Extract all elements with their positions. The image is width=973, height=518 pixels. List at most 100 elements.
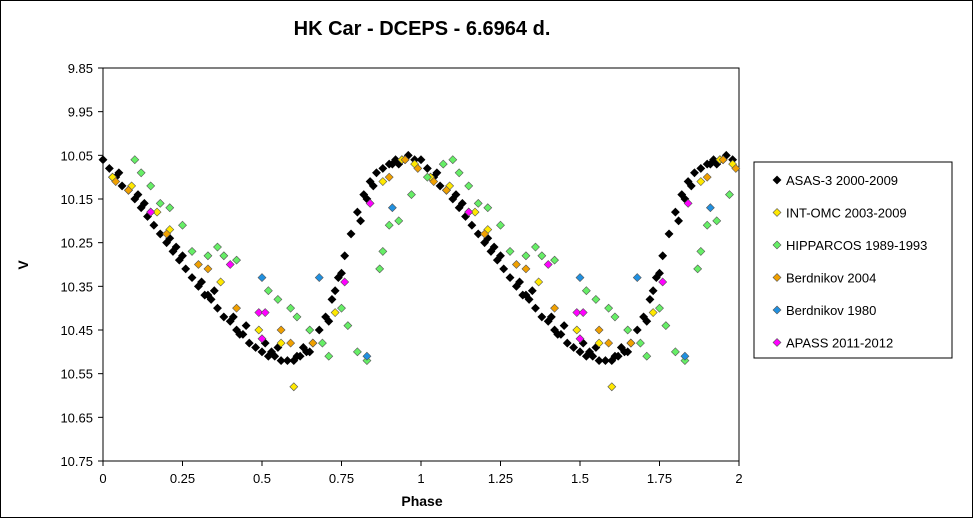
data-point-series-5 [683,198,693,208]
data-point-series-0 [149,220,159,230]
data-point-series-2 [454,168,464,178]
data-point-series-3 [162,229,172,239]
data-point-series-2 [187,246,197,256]
data-point-series-4 [680,351,690,361]
data-point-series-0 [642,316,652,326]
data-point-series-0 [251,343,261,352]
data-point-series-2 [623,325,633,335]
legend-label: APASS 2011-2012 [786,336,893,351]
data-point-series-3 [276,325,286,335]
data-point-series-2 [661,321,671,331]
y-axis-title: V [15,260,31,270]
data-point-series-3 [604,338,614,348]
data-point-series-0 [416,155,426,165]
data-point-series-0 [562,338,572,348]
data-point-series-5 [543,260,553,269]
data-point-series-1 [152,207,162,217]
data-point-series-2 [531,242,540,252]
y-tick-label: 10.15 [60,192,93,207]
x-tick-label: 1.25 [488,471,513,486]
data-point-series-3 [400,155,410,165]
data-point-series-2 [305,325,315,335]
legend-marker [772,273,782,282]
data-point-series-0 [213,303,222,313]
data-point-series-0 [531,303,540,313]
data-point-series-0 [435,181,445,191]
data-point-series-2 [292,312,302,322]
data-point-series-2 [155,198,165,208]
data-point-series-2 [146,181,156,191]
data-point-series-1 [330,308,340,317]
data-point-series-5 [254,308,264,317]
data-point-series-5 [575,334,585,344]
data-point-series-2 [378,246,388,256]
data-point-series-0 [527,286,537,296]
x-tick-label: 1.5 [571,471,589,486]
data-point-series-1 [572,325,582,335]
data-point-series-0 [515,277,525,287]
data-point-series-0 [645,295,655,304]
data-point-series-4 [362,351,372,361]
data-point-series-3 [442,185,451,195]
data-point-series-2 [655,303,664,313]
data-point-series-3 [203,264,213,274]
data-point-series-0 [155,229,165,239]
data-point-series-0 [655,268,664,278]
data-point-series-0 [139,198,149,208]
data-point-series-2 [343,321,353,331]
data-point-series-2 [483,203,493,213]
data-point-series-0 [505,273,515,283]
data-point-series-0 [467,220,477,230]
data-point-series-0 [305,347,315,357]
data-point-series-3 [702,172,712,182]
data-point-series-0 [489,242,499,252]
data-point-series-0 [499,264,509,274]
x-tick-label: 2 [735,471,742,486]
data-point-series-2 [550,255,559,265]
legend: ASAS-3 2000-2009 INT-OMC 2003-2009 HIPPARC… [753,161,953,359]
data-point-series-4 [705,203,715,213]
data-point-series-2 [422,172,432,182]
legend-label: Berdnikov 1980 [786,303,876,318]
data-point-series-0 [104,164,114,173]
data-point-series-0 [594,356,604,365]
data-point-series-0 [171,242,181,252]
data-point-series-2 [213,242,222,252]
data-point-series-0 [276,356,286,365]
data-point-series-3 [521,264,531,274]
data-point-series-2 [604,303,614,313]
data-point-series-5 [464,207,474,217]
legend-marker [772,338,782,347]
data-point-series-0 [451,190,461,200]
data-point-series-0 [241,321,251,331]
data-point-series-0 [298,343,308,352]
data-point-series-0 [267,347,276,357]
data-point-series-2 [635,338,645,348]
data-point-series-0 [575,347,585,357]
data-point-series-2 [448,155,458,165]
data-point-series-3 [511,260,521,269]
data-point-series-1 [594,338,604,348]
data-point-series-0 [209,286,219,296]
data-point-series-0 [623,347,633,357]
data-point-series-0 [327,295,337,304]
y-tick-label: 10.25 [60,236,93,251]
data-point-series-2 [286,303,296,313]
data-point-series-0 [432,168,442,178]
data-point-series-2 [537,251,547,261]
data-point-series-5 [578,308,588,317]
data-point-series-1 [607,382,617,392]
legend-label: INT-OMC 2003-2009 [786,206,907,221]
data-point-series-5 [365,198,375,208]
data-point-series-0 [387,159,397,169]
data-point-series-0 [496,251,505,261]
data-point-series-0 [235,329,245,339]
x-tick-label: 1.75 [647,471,672,486]
data-point-series-3 [550,303,559,313]
y-tick-label: 10.55 [60,367,93,382]
y-tick-label: 10.45 [60,323,93,338]
data-point-series-0 [674,216,684,226]
data-point-series-2 [642,351,652,361]
data-point-series-2 [352,347,362,357]
data-point-series-0 [521,290,531,300]
